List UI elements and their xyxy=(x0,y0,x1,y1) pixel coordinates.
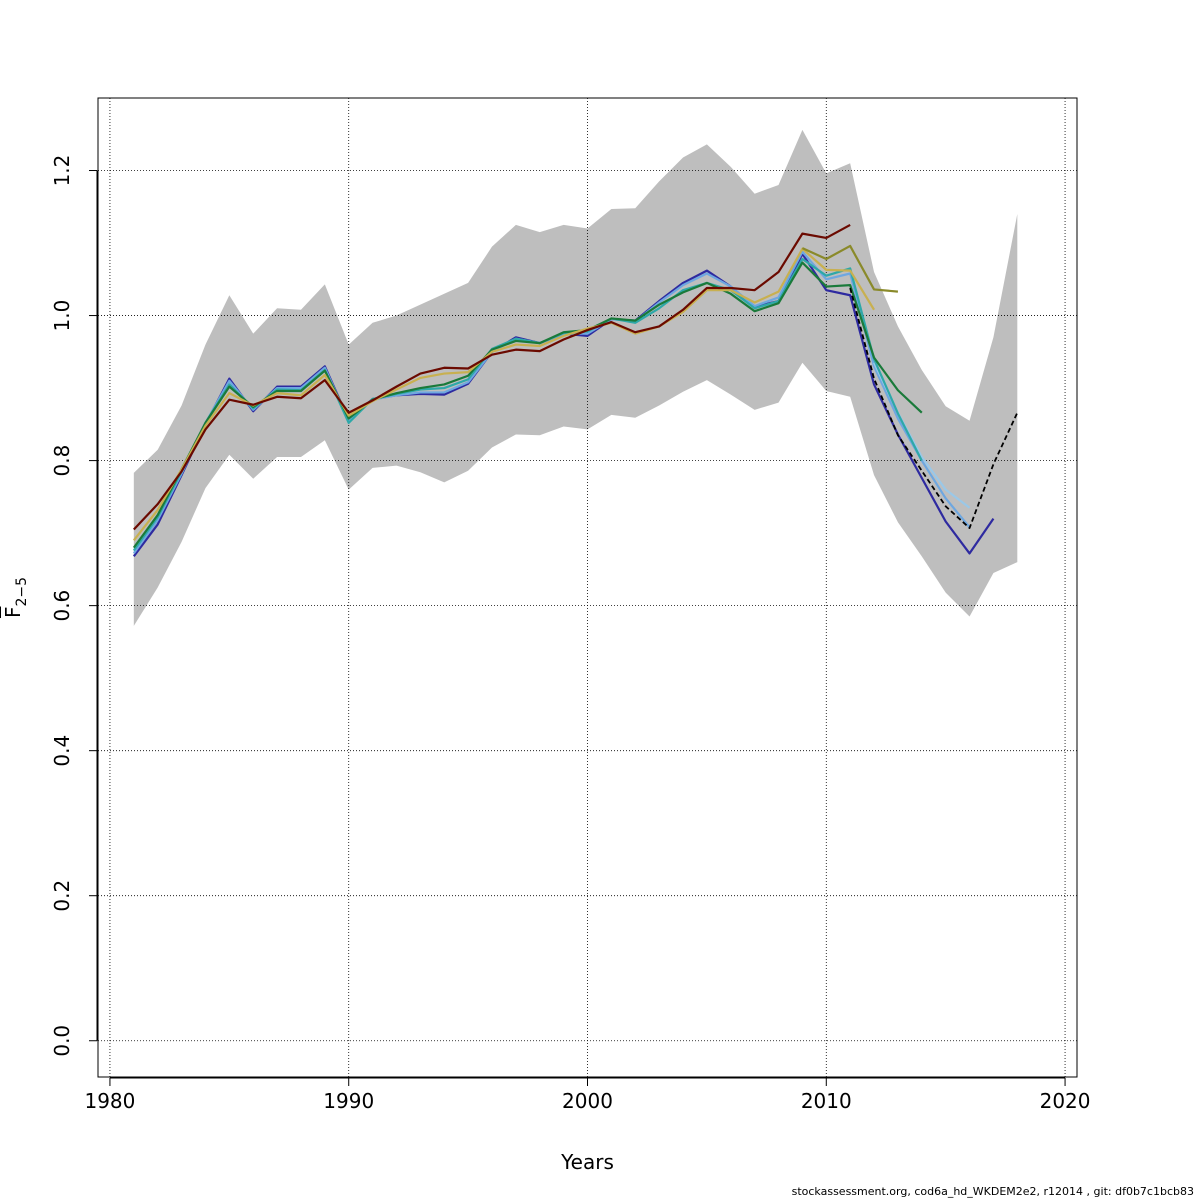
y-axis-title-subscript: 2−5 xyxy=(14,577,30,607)
series-line-9 xyxy=(849,287,1019,529)
y-tick-label: 0.6 xyxy=(50,590,74,622)
y-tick-label: 1.2 xyxy=(50,155,74,187)
x-tick-label: 2020 xyxy=(1040,1089,1091,1113)
x-tick-label: 2000 xyxy=(562,1089,613,1113)
confidence-band-layer xyxy=(133,129,1018,626)
y-tick-label: 0.4 xyxy=(50,735,74,767)
footer-source-text: stockassessment.org, cod6a_hd_WKDEM2e2, … xyxy=(791,1185,1194,1198)
series-line-7 xyxy=(801,244,899,293)
x-axis-title: Years xyxy=(560,1150,614,1174)
y-axis-title: F2−5 xyxy=(1,577,30,618)
x-tick-label: 2010 xyxy=(801,1089,852,1113)
axis-layer: 1980 1990 2000 2010 2020 0.0 0.2 0.4 0.6 0.8 1.0 1.… xyxy=(50,155,1091,1113)
series-layer xyxy=(132,223,1019,557)
series-line-8 xyxy=(133,223,851,531)
x-tick-label: 1980 xyxy=(84,1089,135,1113)
y-tick-label: 1.0 xyxy=(50,300,74,332)
x-tick-label: 1990 xyxy=(323,1089,374,1113)
y-axis-title-main: F xyxy=(1,607,25,619)
svg-text:F2−5: F2−5 xyxy=(1,577,30,618)
y-tick-label: 0.8 xyxy=(50,445,74,477)
y-tick-label: 0.0 xyxy=(50,1025,74,1057)
plot-frame xyxy=(97,97,1078,1078)
y-tick-label: 0.2 xyxy=(50,880,74,912)
confidence-band xyxy=(133,129,1018,626)
grid-layer xyxy=(98,98,1077,1077)
